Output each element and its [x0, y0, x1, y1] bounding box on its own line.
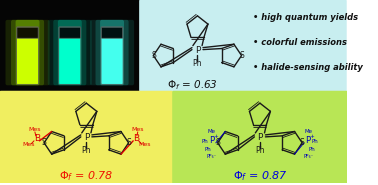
Text: P: P — [195, 46, 200, 55]
Text: $\Phi_f$ = 0.87: $\Phi_f$ = 0.87 — [232, 170, 287, 184]
Text: PF₆⁻: PF₆⁻ — [304, 154, 314, 159]
Text: +: + — [309, 134, 314, 139]
Text: S: S — [42, 138, 46, 147]
Text: B: B — [133, 134, 139, 143]
Text: Mes: Mes — [29, 127, 41, 132]
Text: +: + — [214, 134, 218, 139]
FancyBboxPatch shape — [0, 91, 173, 184]
Text: S: S — [151, 51, 156, 60]
FancyBboxPatch shape — [96, 20, 129, 85]
FancyBboxPatch shape — [90, 20, 134, 85]
Text: P: P — [84, 133, 89, 142]
FancyBboxPatch shape — [48, 20, 92, 85]
Text: Ph: Ph — [311, 139, 318, 144]
FancyBboxPatch shape — [53, 20, 86, 85]
FancyBboxPatch shape — [17, 27, 39, 84]
FancyBboxPatch shape — [101, 27, 122, 38]
FancyBboxPatch shape — [0, 0, 140, 92]
Text: Mes: Mes — [132, 127, 144, 132]
Text: $\Phi_f$ = 0.78: $\Phi_f$ = 0.78 — [59, 170, 114, 184]
Text: P: P — [305, 136, 310, 145]
Text: Me: Me — [305, 130, 313, 134]
FancyBboxPatch shape — [6, 20, 50, 85]
Text: S: S — [126, 138, 131, 147]
Text: B: B — [34, 134, 40, 143]
Text: Me: Me — [207, 130, 215, 134]
Text: Ph: Ph — [201, 139, 208, 144]
FancyBboxPatch shape — [58, 20, 82, 85]
FancyBboxPatch shape — [17, 27, 38, 38]
Text: Ph: Ph — [193, 59, 202, 68]
Text: Ph: Ph — [82, 146, 91, 155]
FancyBboxPatch shape — [59, 27, 81, 84]
Text: Mes: Mes — [22, 142, 35, 147]
Text: PF₆⁻: PF₆⁻ — [206, 154, 216, 159]
Text: Mes: Mes — [138, 142, 150, 147]
Text: Ph: Ph — [309, 147, 316, 152]
FancyBboxPatch shape — [59, 27, 81, 38]
FancyBboxPatch shape — [11, 20, 44, 85]
Text: P: P — [257, 133, 263, 142]
Text: • colorful emissions: • colorful emissions — [254, 38, 347, 47]
Text: S: S — [215, 138, 220, 147]
FancyBboxPatch shape — [139, 0, 347, 92]
FancyBboxPatch shape — [101, 27, 123, 84]
Text: Ph: Ph — [204, 147, 211, 152]
Text: S: S — [239, 51, 244, 60]
FancyBboxPatch shape — [172, 91, 348, 184]
Text: $\Phi_f$ = 0.63: $\Phi_f$ = 0.63 — [167, 78, 218, 92]
FancyBboxPatch shape — [100, 20, 124, 85]
Text: Ph: Ph — [255, 146, 265, 155]
Text: • halide-sensing ability: • halide-sensing ability — [254, 63, 363, 72]
FancyBboxPatch shape — [15, 20, 39, 85]
Text: S: S — [300, 138, 305, 147]
Text: • high quantum yields: • high quantum yields — [254, 13, 359, 22]
Text: P: P — [209, 136, 215, 145]
